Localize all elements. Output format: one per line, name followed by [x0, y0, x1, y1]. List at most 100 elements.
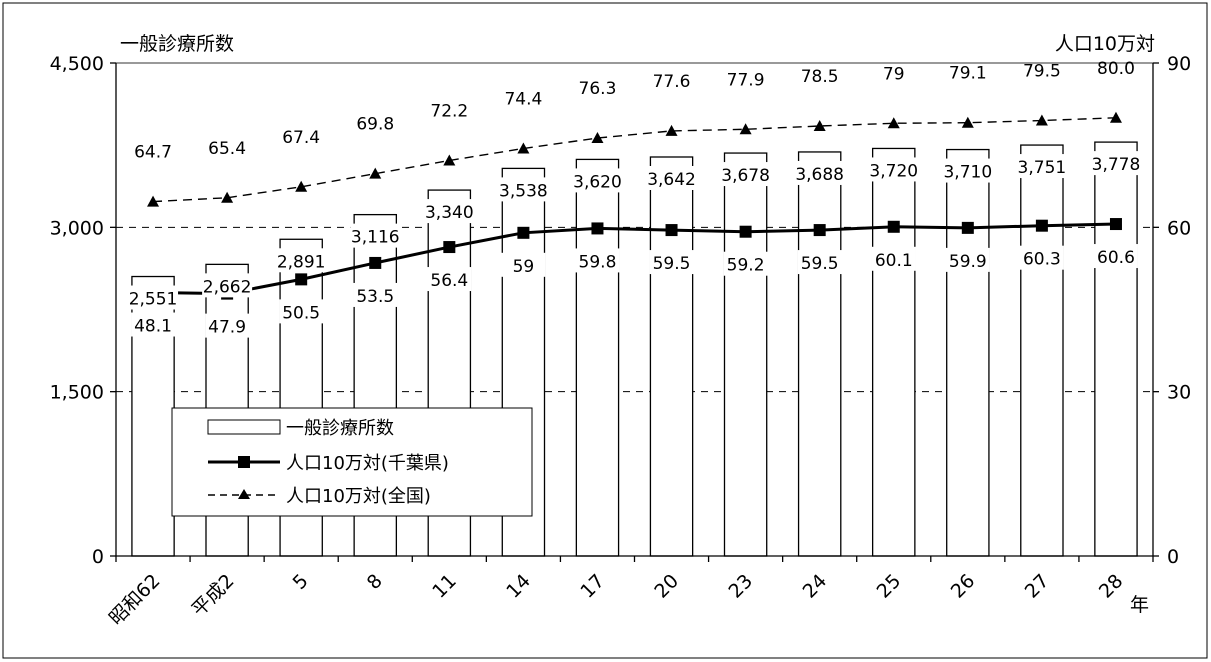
marker-chiba: [813, 224, 826, 237]
bar-clinics: [723, 152, 768, 557]
labels-layer: 2,551 2,662 2,891 3,116 3,340 3,538 3,620 3,642…: [128, 59, 1141, 338]
marker-chiba: [369, 256, 382, 269]
data-label-clinics: 3,778: [1092, 155, 1141, 175]
data-label-bg: [942, 158, 993, 183]
data-label-national: 80.0: [1097, 59, 1135, 79]
legend-label-national: 人口10万対(全国): [286, 486, 431, 507]
y-left-tick-label: 3,000: [50, 217, 104, 239]
data-label-clinics: 3,688: [795, 165, 844, 185]
marker-chiba: [295, 273, 308, 286]
legend-swatch-bar: [207, 419, 281, 435]
data-label-bg: [1090, 151, 1141, 176]
data-label-bg: [649, 250, 694, 275]
data-label-chiba: 48.1: [134, 317, 172, 337]
marker-national: [1035, 114, 1048, 126]
marker-national: [813, 119, 826, 131]
legend-label-clinics: 一般診療所数: [286, 418, 394, 439]
y-right-tick-label: 90: [1167, 53, 1191, 75]
legend-swatch-chiba-marker: [238, 456, 250, 468]
data-label-national: 78.5: [801, 67, 839, 87]
data-label-bg: [945, 247, 990, 272]
data-label-bg: [794, 160, 845, 185]
data-label-bg: [424, 199, 475, 224]
data-label-bg: [276, 248, 327, 273]
data-label-chiba: 59.5: [801, 254, 839, 274]
data-label-bg: [501, 252, 546, 277]
data-label-bg: [868, 157, 919, 182]
data-label-national: 76.3: [579, 79, 617, 99]
marker-national: [221, 191, 234, 203]
data-label-bg: [205, 313, 250, 338]
marker-chiba: [591, 222, 604, 235]
legend-label-chiba: 人口10万対(千葉県): [286, 453, 449, 474]
data-label-bg: [572, 168, 623, 193]
line-national: [152, 117, 1116, 203]
data-label-bg: [575, 248, 620, 273]
marker-national: [517, 142, 530, 154]
data-label-chiba: 60.3: [1023, 250, 1061, 270]
line-chiba: [153, 222, 1116, 296]
data-label-bg: [723, 251, 768, 276]
marker-national: [1109, 111, 1122, 123]
data-label-chiba: 60.6: [1097, 248, 1135, 268]
data-label-chiba: 60.1: [875, 251, 913, 271]
data-label-clinics: 3,620: [573, 172, 622, 192]
data-label-clinics: 3,678: [721, 166, 770, 186]
y-left-tick-label: 1,500: [50, 382, 104, 404]
data-label-bg: [720, 162, 771, 187]
data-label-national: 79: [883, 64, 905, 84]
y-left-tick-label: 0: [92, 546, 104, 568]
marker-national: [961, 116, 974, 128]
right-axis-title: 人口10万対: [1055, 33, 1155, 55]
bar-clinics: [1020, 144, 1064, 557]
marker-national: [295, 180, 308, 192]
marker-chiba: [1109, 218, 1122, 231]
data-label-chiba: 59.9: [949, 252, 987, 272]
data-label-bg: [350, 223, 401, 248]
bar-clinics: [1094, 141, 1138, 557]
data-label-bg: [427, 267, 472, 292]
left-axis-title: 一般診療所数: [120, 33, 234, 55]
marker-national: [887, 117, 900, 129]
data-label-clinics: 3,340: [425, 203, 474, 223]
data-label-national: 67.4: [282, 128, 320, 148]
marker-chiba: [961, 221, 974, 234]
data-label-clinics: 3,720: [869, 161, 918, 181]
data-label-chiba: 56.4: [430, 271, 468, 291]
data-label-clinics: 3,538: [499, 181, 548, 201]
data-label-bg: [353, 282, 398, 307]
data-label-clinics: 3,710: [943, 163, 992, 183]
data-label-bg: [646, 165, 697, 190]
marker-national: [443, 154, 456, 166]
data-label-bg: [202, 273, 253, 298]
y-right-tick-label: 30: [1167, 382, 1191, 404]
bar-clinics: [946, 148, 990, 557]
data-label-chiba: 50.5: [282, 303, 320, 323]
data-label-national: 65.4: [208, 139, 246, 159]
y-right-tick-label: 60: [1167, 217, 1191, 239]
data-label-national: 77.9: [727, 70, 765, 90]
marker-national: [739, 123, 752, 135]
bar-clinics: [649, 156, 694, 557]
data-label-national: 64.7: [134, 143, 172, 163]
data-label-clinics: 3,642: [647, 170, 696, 190]
marker-national: [369, 167, 382, 179]
data-label-chiba: 59.5: [653, 254, 691, 274]
data-label-national: 74.4: [504, 89, 542, 109]
data-label-national: 72.2: [430, 102, 468, 122]
bar-clinics: [871, 147, 916, 557]
marker-national: [665, 124, 678, 136]
data-label-bg: [498, 177, 549, 202]
marker-chiba: [517, 226, 530, 239]
data-label-clinics: 3,116: [351, 228, 400, 248]
data-label-clinics: 2,662: [203, 277, 252, 297]
data-label-bg: [131, 312, 176, 337]
bar-clinics: [575, 158, 620, 557]
data-label-chiba: 47.9: [208, 318, 246, 338]
y-left-tick-label: 4,500: [50, 53, 104, 75]
data-label-clinics: 3,751: [1018, 158, 1067, 178]
data-label-national: 79.1: [949, 64, 987, 84]
data-label-bg: [871, 246, 916, 271]
data-label-national: 69.8: [356, 115, 394, 135]
